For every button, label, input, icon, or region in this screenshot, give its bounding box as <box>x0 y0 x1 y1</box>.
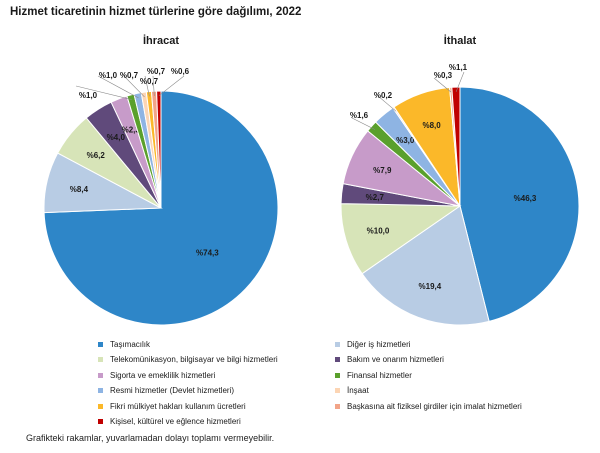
legend-label: Telekomünikasyon, bilgisayar ve bilgi hi… <box>110 355 278 365</box>
slice-label: %1,1 <box>449 63 468 72</box>
legend-label: Resmi hizmetler (Devlet hizmetleri) <box>110 386 235 396</box>
legend-item: Bakım ve onarım hizmetleri <box>335 353 575 368</box>
slice-label: %2,3 <box>122 125 141 134</box>
legend-label: Diğer iş hizmetleri <box>347 339 411 349</box>
pie-slice <box>156 90 162 209</box>
pie-title: İhracat <box>143 34 179 47</box>
slice-label: %1,6 <box>350 111 369 120</box>
slice-label: %0,2 <box>374 91 393 100</box>
slice-label: %8,0 <box>422 121 441 130</box>
slice-label: %8,4 <box>70 185 89 194</box>
leader-line <box>152 75 155 96</box>
leader-line <box>97 75 139 99</box>
leader-line <box>351 117 376 130</box>
pie-charts: İhracat%74,3%8,4%6,2%4,0%2,3%1,0%1,0 %0,7… <box>43 34 580 326</box>
leader-line <box>158 75 185 96</box>
slice-label: %0,3 <box>434 71 453 80</box>
slice-label: %2,7 <box>366 193 385 202</box>
legend-swatch <box>335 372 340 378</box>
imports-pie: İthalat %46,3 %19,4 %10,0 %2,7 %7,9 %1,6 %3,0 %0… <box>340 34 580 326</box>
legend-item: Başkasına ait fiziksel girdiler için ima… <box>335 399 575 414</box>
legend-swatch <box>98 357 103 363</box>
legend-item: Resmi hizmetler (Devlet hizmetleri) <box>98 384 335 399</box>
legend-item: Sigorta ve emeklilik hizmetleri <box>98 368 335 383</box>
slice-label: %0,7 <box>140 77 159 86</box>
legend-item: Taşımacılık <box>98 337 335 352</box>
leader-line <box>455 71 465 92</box>
slice-label: %0,6 <box>171 67 190 76</box>
exports-pie: İhracat%74,3%8,4%6,2%4,0%2,3%1,0%1,0 %0,7… <box>43 34 279 326</box>
slice-label: %7,9 <box>373 166 392 175</box>
slice-label: %1,0 <box>79 91 98 100</box>
leader-line <box>433 77 452 93</box>
footnote: Grafikteki rakamlar, yuvarlamadan dolayı… <box>26 433 275 443</box>
slice-label: %74,3 <box>196 249 219 258</box>
slice-label: %19,4 <box>419 282 442 291</box>
pie-slice <box>451 86 461 207</box>
leader-line <box>75 85 132 100</box>
slice-label: %3,0 <box>396 136 415 145</box>
leader-line <box>377 95 397 112</box>
legend-swatch <box>98 403 103 409</box>
slice-label: %1,0 <box>99 71 118 80</box>
legend-item: Diğer iş hizmetleri <box>335 337 575 352</box>
legend-label: Başkasına ait fiziksel girdiler için ima… <box>347 401 522 411</box>
slice-label: %6,2 <box>87 151 106 160</box>
legend-item: Fikri mülkiyet hakları kullanım ücretler… <box>98 399 335 414</box>
legend-label: Fikri mülkiyet hakları kullanım ücretler… <box>110 401 246 411</box>
legend-label: Finansal hizmetler <box>347 370 412 380</box>
legend: Taşımacılık Diğer iş hizmetleri Telekomüni… <box>98 337 578 429</box>
pie-title: İthalat <box>444 34 477 47</box>
legend-item: Telekomünikasyon, bilgisayar ve bilgi hi… <box>98 353 335 368</box>
pie-slice <box>361 205 490 326</box>
legend-label: Sigorta ve emeklilik hizmetleri <box>110 370 216 380</box>
legend-item: İnşaat <box>335 384 575 399</box>
legend-item: Kişisel, kültürel ve eğlence hizmetleri <box>98 415 335 430</box>
slice-label: %0,7 <box>120 71 139 80</box>
legend-swatch <box>335 403 340 409</box>
legend-swatch <box>98 419 103 425</box>
legend-label: Bakım ve onarım hizmetleri <box>347 355 444 365</box>
pie-slice <box>340 203 462 275</box>
legend-swatch <box>335 341 340 347</box>
pie-slice <box>459 86 580 322</box>
legend-label: İnşaat <box>347 386 369 396</box>
legend-swatch <box>98 372 103 378</box>
leader-line <box>144 75 150 97</box>
legend-label: Kişisel, kültürel ve eğlence hizmetleri <box>110 417 241 427</box>
legend-label: Taşımacılık <box>110 339 151 349</box>
legend-swatch <box>335 357 340 363</box>
leader-line <box>123 75 145 98</box>
slice-label: %46,3 <box>514 194 537 203</box>
legend-swatch <box>335 388 340 394</box>
legend-swatch <box>98 388 103 394</box>
legend-item: Finansal hizmetler <box>335 368 575 383</box>
slice-label: %10,0 <box>367 227 390 236</box>
slice-label: %4,0 <box>107 133 126 142</box>
slice-label: %0,7 <box>147 67 166 76</box>
legend-swatch <box>98 341 103 347</box>
chart-title: Hizmet ticaretinin hizmet türlerine göre… <box>10 6 302 18</box>
